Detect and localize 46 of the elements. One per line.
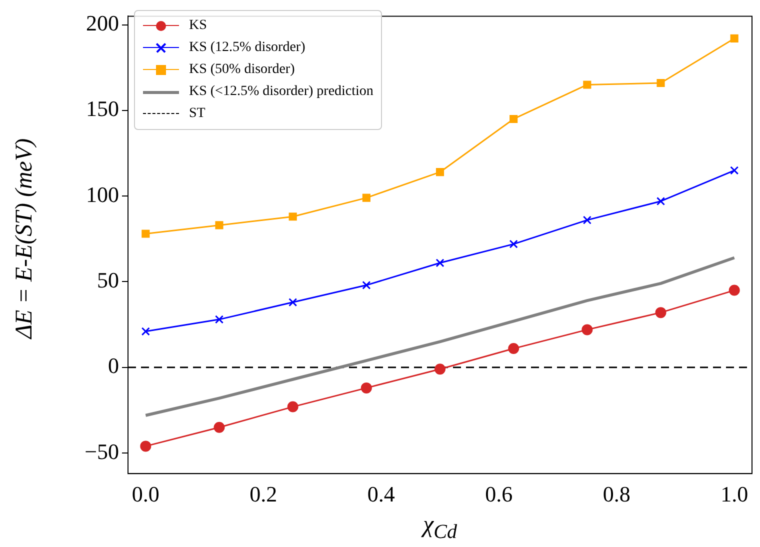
point — [141, 327, 150, 336]
point — [214, 315, 224, 324]
x-tick-label: 0.8 — [602, 482, 630, 507]
point — [730, 166, 739, 175]
point — [434, 364, 446, 375]
y-axis-title: ΔE = E-E(ST) (meV) — [12, 137, 38, 342]
point — [582, 324, 593, 336]
point — [508, 343, 520, 354]
legend-label: KS — [189, 18, 207, 34]
y-tick-label: 50 — [97, 268, 119, 293]
point — [436, 168, 444, 176]
x-axis-title: χ$_{Cd}$ — [420, 512, 458, 544]
point — [215, 221, 224, 230]
point — [360, 382, 372, 394]
point — [656, 78, 665, 88]
y-tick-label: −50 — [84, 438, 119, 464]
x-tick-label: 0.6 — [485, 482, 513, 507]
point — [362, 280, 371, 290]
x-tick-label: 0.0 — [132, 482, 160, 507]
legend-label: ST — [189, 106, 206, 122]
point — [362, 194, 370, 202]
point — [730, 34, 738, 43]
point — [655, 307, 666, 318]
x-tick-label: 0.4 — [367, 482, 395, 507]
y-tick-label: 200 — [86, 10, 119, 36]
point — [140, 440, 152, 452]
x-tick-label: 0.2 — [250, 482, 278, 507]
point — [583, 80, 592, 89]
point — [728, 284, 740, 296]
legend-label: KS (12.5% disorder) — [189, 40, 306, 56]
point — [656, 196, 666, 206]
y-tick-label: 100 — [86, 182, 119, 207]
point — [287, 401, 298, 412]
point — [142, 230, 150, 238]
point — [214, 422, 225, 433]
y-tick-label: 150 — [86, 96, 119, 122]
legend-label: KS (<12.5% disorder) prediction — [189, 84, 374, 100]
point — [582, 216, 592, 224]
x-tick-label: 1.0 — [720, 482, 748, 507]
point — [436, 258, 444, 268]
point — [509, 240, 518, 248]
point — [288, 212, 297, 221]
y-tick-label: 0 — [108, 353, 119, 378]
point — [510, 114, 518, 124]
legend-label: KS (50% disorder) — [189, 62, 295, 78]
point — [288, 298, 298, 307]
